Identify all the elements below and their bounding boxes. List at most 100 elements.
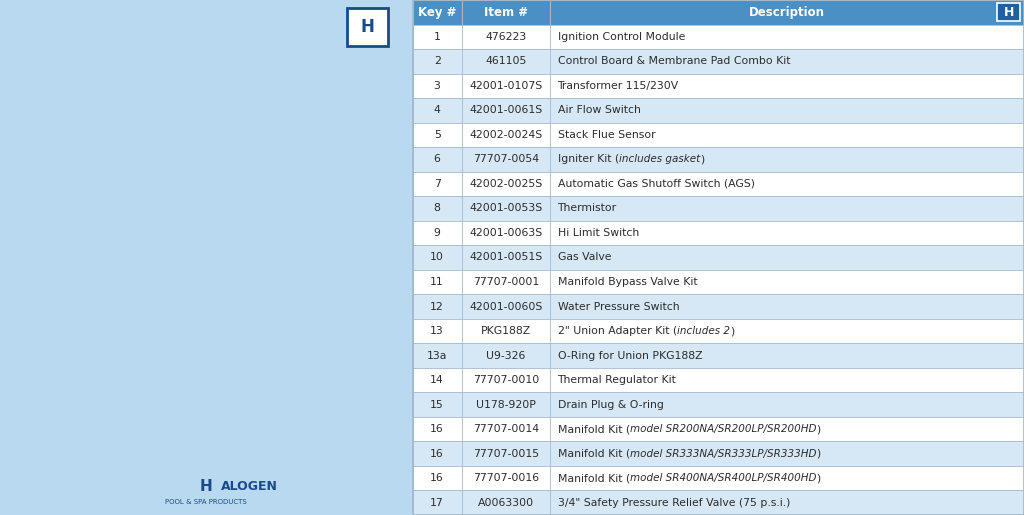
Text: 12: 12 <box>430 302 444 312</box>
Bar <box>550 0 1024 25</box>
Bar <box>550 196 1024 221</box>
Bar <box>462 368 550 392</box>
Text: Description: Description <box>750 6 825 19</box>
Bar <box>550 98 1024 123</box>
Bar <box>413 74 462 98</box>
Bar <box>413 98 462 123</box>
Text: ): ) <box>816 473 820 483</box>
Bar <box>462 25 550 49</box>
Bar <box>550 245 1024 270</box>
Text: includes gasket: includes gasket <box>618 154 700 164</box>
Text: Automatic Gas Shutoff Switch (AGS): Automatic Gas Shutoff Switch (AGS) <box>557 179 755 189</box>
Text: Manifold Bypass Valve Kit: Manifold Bypass Valve Kit <box>557 277 697 287</box>
Bar <box>462 270 550 294</box>
Text: 15: 15 <box>430 400 444 409</box>
Text: Air Flow Switch: Air Flow Switch <box>557 106 640 115</box>
Text: Manifold Kit (: Manifold Kit ( <box>557 473 630 483</box>
Text: 13: 13 <box>430 326 444 336</box>
Text: Water Pressure Switch: Water Pressure Switch <box>557 302 679 312</box>
Bar <box>413 0 462 25</box>
Bar <box>462 344 550 368</box>
Text: Gas Valve: Gas Valve <box>557 252 611 263</box>
Text: 17: 17 <box>430 497 444 508</box>
Text: Manifold Kit (: Manifold Kit ( <box>557 424 630 434</box>
Bar <box>550 392 1024 417</box>
Text: PKG188Z: PKG188Z <box>481 326 531 336</box>
Bar <box>413 171 462 196</box>
Bar <box>550 270 1024 294</box>
Bar <box>413 196 462 221</box>
Text: Stack Flue Sensor: Stack Flue Sensor <box>557 130 655 140</box>
Bar <box>550 344 1024 368</box>
Text: Item #: Item # <box>484 6 528 19</box>
Bar <box>413 441 462 466</box>
Bar <box>550 74 1024 98</box>
Bar <box>462 49 550 74</box>
Bar <box>462 392 550 417</box>
Text: ): ) <box>816 449 820 459</box>
Bar <box>462 319 550 344</box>
Bar <box>550 147 1024 171</box>
Bar <box>462 0 550 25</box>
Bar <box>462 171 550 196</box>
Text: Key #: Key # <box>418 6 457 19</box>
Text: Manifold Kit (: Manifold Kit ( <box>557 449 630 459</box>
Bar <box>413 25 462 49</box>
Bar <box>413 490 462 515</box>
Bar <box>462 294 550 319</box>
Text: 1: 1 <box>434 32 440 42</box>
Text: 77707-0014: 77707-0014 <box>473 424 539 434</box>
Text: ): ) <box>730 326 734 336</box>
Bar <box>413 294 462 319</box>
Bar <box>550 123 1024 147</box>
Text: Igniter Kit (: Igniter Kit ( <box>557 154 618 164</box>
Text: ): ) <box>816 424 820 434</box>
Bar <box>997 3 1020 22</box>
Text: model SR333NA/SR333LP/SR333HD: model SR333NA/SR333LP/SR333HD <box>630 449 816 459</box>
Text: 42001-0060S: 42001-0060S <box>469 302 543 312</box>
Text: H: H <box>1004 6 1014 19</box>
Bar <box>550 490 1024 515</box>
Text: 77707-0001: 77707-0001 <box>473 277 539 287</box>
Text: Transformer 115/230V: Transformer 115/230V <box>557 81 679 91</box>
Bar <box>413 123 462 147</box>
Text: 14: 14 <box>430 375 444 385</box>
Text: model SR200NA/SR200LP/SR200HD: model SR200NA/SR200LP/SR200HD <box>630 424 816 434</box>
Bar <box>462 147 550 171</box>
Text: 16: 16 <box>430 473 444 483</box>
Bar <box>462 490 550 515</box>
Bar <box>550 294 1024 319</box>
Text: U178-920P: U178-920P <box>476 400 536 409</box>
Text: 10: 10 <box>430 252 444 263</box>
Text: 9: 9 <box>434 228 440 238</box>
Bar <box>413 392 462 417</box>
Bar <box>462 74 550 98</box>
Text: ): ) <box>700 154 705 164</box>
Bar <box>462 466 550 490</box>
Text: A0063300: A0063300 <box>478 497 534 508</box>
Text: H: H <box>200 479 213 494</box>
Bar <box>413 417 462 441</box>
Bar <box>462 221 550 245</box>
Text: 476223: 476223 <box>485 32 526 42</box>
Text: Ignition Control Module: Ignition Control Module <box>557 32 685 42</box>
Text: 42001-0053S: 42001-0053S <box>469 203 543 213</box>
Text: 13a: 13a <box>427 351 447 360</box>
Text: Thermal Regulator Kit: Thermal Regulator Kit <box>557 375 677 385</box>
Bar <box>413 270 462 294</box>
Text: Drain Plug & O-ring: Drain Plug & O-ring <box>557 400 664 409</box>
Text: Thermistor: Thermistor <box>557 203 616 213</box>
Text: 42002-0024S: 42002-0024S <box>469 130 543 140</box>
Bar <box>413 221 462 245</box>
Bar <box>550 49 1024 74</box>
Bar <box>413 344 462 368</box>
Text: 3: 3 <box>434 81 440 91</box>
Text: ALOGEN: ALOGEN <box>221 480 278 493</box>
Bar <box>550 466 1024 490</box>
Bar <box>550 171 1024 196</box>
Bar <box>550 441 1024 466</box>
Bar <box>413 49 462 74</box>
Bar <box>413 245 462 270</box>
Bar <box>462 98 550 123</box>
Text: 461105: 461105 <box>485 56 526 66</box>
